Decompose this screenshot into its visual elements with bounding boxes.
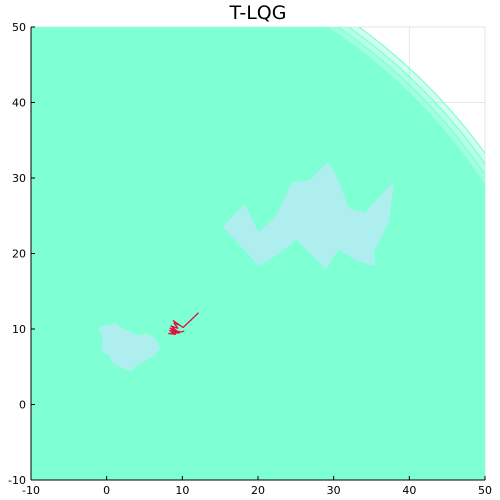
obstacle-1 <box>99 323 160 372</box>
y-tick-label-3: 20 <box>12 248 26 261</box>
x-tick-label-0: -10 <box>22 484 40 497</box>
x-tick-label-2: 10 <box>175 484 189 497</box>
x-tick-label-3: 20 <box>251 484 265 497</box>
trajectory-line-0 <box>168 312 199 335</box>
y-axis-ticks: -10 0 10 20 30 40 50 <box>8 21 35 487</box>
x-tick-label-1: 0 <box>103 484 110 497</box>
x-tick-label-4: 30 <box>327 484 341 497</box>
x-axis-ticks: -10 0 10 20 30 40 50 <box>22 476 492 497</box>
y-tick-label-6: 50 <box>12 21 26 34</box>
y-tick-label-5: 40 <box>12 97 26 110</box>
y-tick-label-1: 0 <box>19 399 26 412</box>
x-tick-label-5: 40 <box>402 484 416 497</box>
x-tick-label-6: 50 <box>478 484 492 497</box>
y-tick-label-2: 10 <box>12 323 26 336</box>
chart-title: T-LQG <box>229 2 287 24</box>
obstacle-0 <box>223 162 394 269</box>
trajectory-series <box>168 312 199 335</box>
y-tick-label-0: -10 <box>8 474 26 487</box>
obstacle-regions <box>99 162 394 372</box>
y-tick-label-4: 30 <box>12 172 26 185</box>
